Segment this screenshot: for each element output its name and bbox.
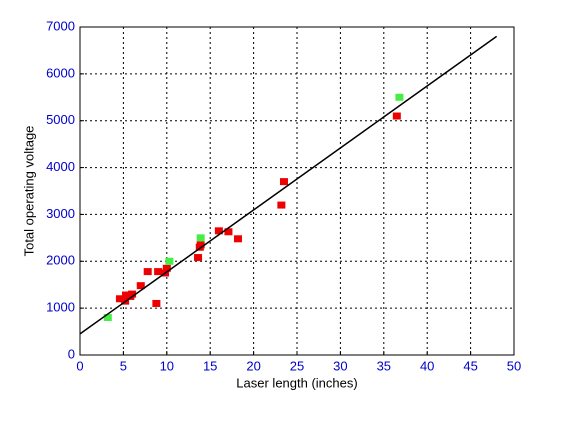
y-tick-label: 0	[68, 346, 75, 361]
y-tick-label: 7000	[46, 18, 75, 33]
x-tick-label: 10	[160, 358, 174, 373]
point	[115, 295, 124, 303]
x-tick-label: 40	[420, 358, 434, 373]
y-tick-label: 3000	[46, 206, 75, 221]
point	[152, 299, 161, 307]
point	[136, 282, 145, 290]
point	[103, 314, 112, 322]
point	[224, 228, 233, 236]
point	[196, 234, 205, 242]
y-tick-label: 6000	[46, 65, 75, 80]
x-tick-label: 25	[290, 358, 304, 373]
x-tick-label: 20	[246, 358, 260, 373]
point	[143, 268, 152, 276]
y-tick-label: 2000	[46, 253, 75, 268]
y-tick-label: 1000	[46, 300, 75, 315]
point	[196, 241, 205, 249]
x-tick-label: 35	[377, 358, 391, 373]
x-tick-label: 0	[76, 358, 83, 373]
y-axis-label: Total operating voltage	[21, 126, 36, 257]
point	[128, 290, 137, 298]
point	[194, 254, 203, 262]
x-tick-label: 30	[333, 358, 347, 373]
plot-frame	[79, 26, 515, 356]
x-tick-label: 5	[120, 358, 127, 373]
point	[277, 201, 286, 209]
x-tick-label: 50	[507, 358, 521, 373]
point	[154, 268, 163, 276]
x-tick-label: 45	[463, 358, 477, 373]
x-tick-label: 15	[203, 358, 217, 373]
point	[233, 235, 242, 243]
x-axis-label: Laser length (inches)	[236, 375, 357, 390]
point	[279, 178, 288, 186]
point	[214, 227, 223, 235]
point	[165, 257, 174, 265]
point	[162, 264, 171, 272]
point	[395, 93, 404, 101]
point	[122, 291, 131, 299]
y-tick-label: 5000	[46, 112, 75, 127]
y-tick-label: 4000	[46, 159, 75, 174]
point	[392, 112, 401, 120]
trend-line	[79, 35, 498, 335]
